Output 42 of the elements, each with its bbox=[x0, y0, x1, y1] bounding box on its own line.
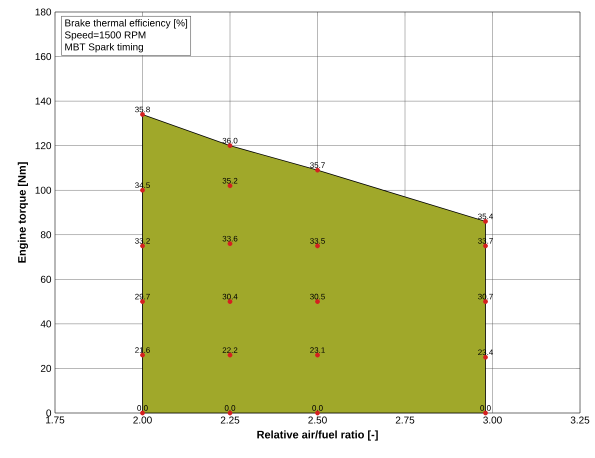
y-tick-label: 20 bbox=[40, 364, 52, 372]
point bbox=[228, 352, 232, 358]
x-tick-label: 2.75 bbox=[396, 416, 414, 424]
point bbox=[315, 410, 320, 416]
y-tick-label: 100 bbox=[36, 186, 52, 194]
point bbox=[228, 143, 232, 148]
point bbox=[228, 410, 232, 416]
x-tick-label: 3.25 bbox=[570, 416, 590, 424]
y-tick-label: 140 bbox=[36, 98, 52, 105]
point bbox=[140, 112, 145, 117]
point bbox=[140, 188, 145, 193]
point bbox=[140, 352, 145, 358]
y-axis-title: Engine torque [Nm] bbox=[18, 162, 28, 263]
y-tick-label: 120 bbox=[36, 142, 52, 150]
point bbox=[483, 299, 488, 304]
annotation: MBT Spark timing bbox=[65, 43, 144, 52]
point bbox=[228, 241, 232, 246]
x-axis-title: Relative air/fuel ratio [-] bbox=[257, 430, 378, 441]
x-tick-label: 1.75 bbox=[46, 416, 64, 424]
point bbox=[315, 352, 320, 358]
y-tick-label: 180 bbox=[36, 8, 52, 16]
point bbox=[483, 244, 488, 248]
x-tick-label: 2.25 bbox=[220, 416, 240, 424]
y-tick-label: 80 bbox=[40, 231, 52, 238]
y-tick-label: 60 bbox=[40, 276, 52, 283]
point bbox=[140, 410, 145, 416]
y-tick-label: 160 bbox=[36, 53, 52, 60]
x-tick-label: 2.50 bbox=[308, 416, 327, 424]
point bbox=[315, 299, 320, 304]
point bbox=[315, 244, 320, 248]
x-tick-label: 3.00 bbox=[483, 416, 502, 424]
y-tick-label: 40 bbox=[40, 320, 52, 328]
point bbox=[483, 410, 488, 416]
point bbox=[228, 299, 232, 304]
point bbox=[315, 168, 320, 173]
annotation: Brake thermal efficiency [%] bbox=[65, 19, 188, 28]
y-tick-label: 0 bbox=[46, 409, 52, 417]
point bbox=[483, 219, 488, 224]
point bbox=[140, 244, 145, 248]
x-tick-label: 2.00 bbox=[133, 416, 152, 424]
annotation: Speed=1500 RPM bbox=[64, 31, 146, 40]
point bbox=[140, 299, 145, 304]
